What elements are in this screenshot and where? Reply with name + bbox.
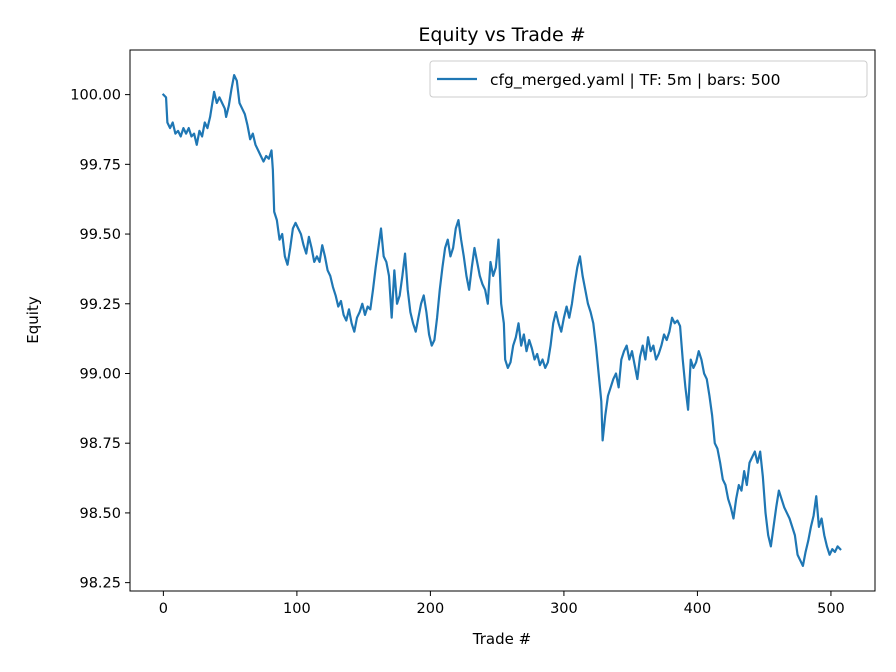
x-tick-label: 500	[817, 601, 845, 617]
plot-frame	[129, 49, 876, 592]
x-tick-label: 200	[417, 601, 445, 617]
x-tick-label: 0	[159, 601, 168, 617]
y-tick-label: 98.50	[79, 506, 121, 522]
y-tick-label: 98.25	[79, 576, 121, 592]
y-axis: 98.25 98.50 98.75 99.00 99.25 99.50 99.75 100.0…	[70, 88, 130, 592]
y-tick-label: 99.75	[79, 157, 121, 173]
x-tick-label: 300	[550, 601, 578, 617]
series-line-0	[161, 74, 842, 567]
x-tick-label: 100	[283, 601, 311, 617]
y-tick-label: 100.00	[70, 88, 121, 104]
legend: cfg_merged.yaml | TF: 5m | bars: 500	[429, 60, 868, 98]
legend-box	[429, 60, 868, 98]
x-axis-label: Trade #	[472, 630, 531, 648]
y-tick-label: 99.00	[79, 366, 121, 382]
y-tick-label: 99.50	[79, 227, 121, 243]
series-layer	[161, 74, 842, 567]
x-axis: 0 100 200 300 400 500	[159, 591, 845, 617]
y-tick-label: 98.75	[79, 436, 121, 452]
chart-title: Equity vs Trade #	[418, 24, 585, 46]
legend-entry-label: cfg_merged.yaml | TF: 5m | bars: 500	[490, 71, 780, 90]
y-tick-label: 99.25	[79, 297, 121, 313]
x-tick-label: 400	[684, 601, 712, 617]
y-axis-label: Equity	[24, 296, 42, 344]
